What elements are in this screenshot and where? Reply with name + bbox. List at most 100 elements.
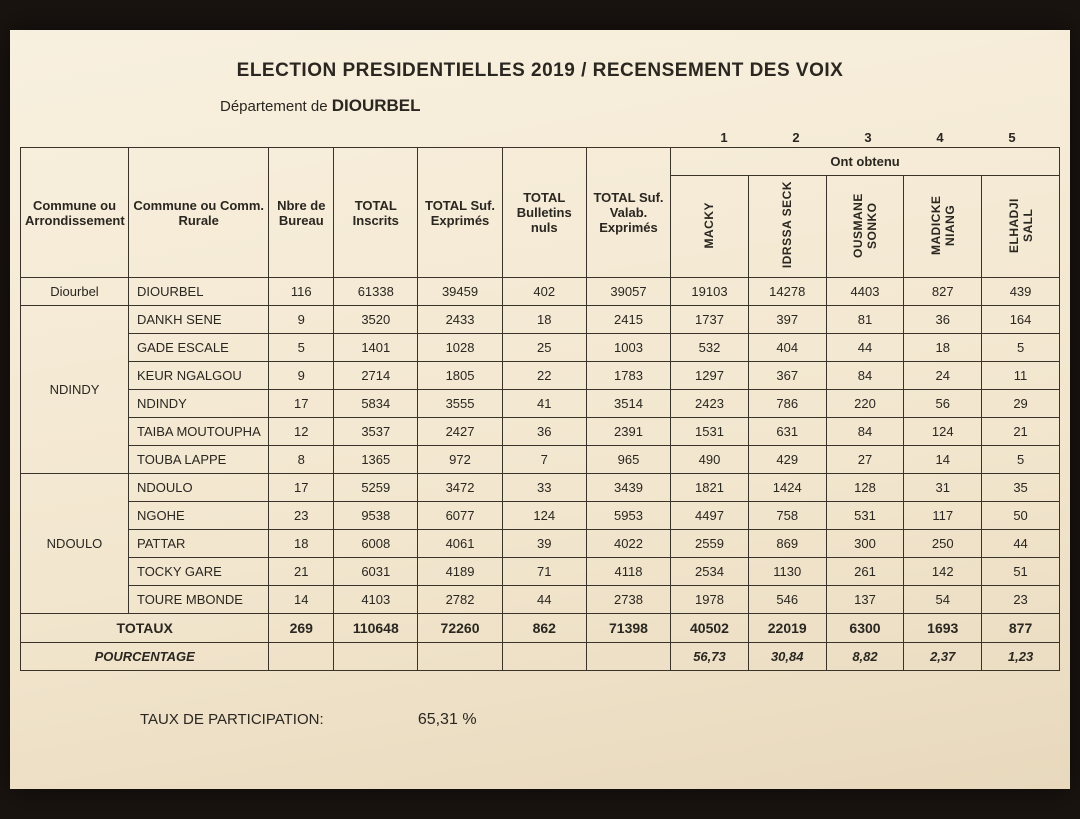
cell [502, 643, 586, 671]
cell: 2782 [418, 586, 502, 614]
table-row: TOURE MBONDE1441032782442738197854613754… [21, 586, 1060, 614]
cell: 128 [826, 474, 904, 502]
cell: 2559 [671, 530, 749, 558]
cell: 869 [748, 530, 826, 558]
cell: 5953 [586, 502, 670, 530]
candidate-numbers-row: 1 2 3 4 5 [20, 130, 1060, 145]
cell: 17 [269, 474, 334, 502]
table-row: NDINDYDANKH SENE935202433182415173739781… [21, 306, 1060, 334]
cell: 117 [904, 502, 982, 530]
cell: 1821 [671, 474, 749, 502]
cell: 490 [671, 446, 749, 474]
cell: 24 [904, 362, 982, 390]
cell: 31 [904, 474, 982, 502]
cell: 36 [904, 306, 982, 334]
candidate-number: 5 [976, 130, 1048, 145]
commune-cell: TAIBA MOUTOUPHA [128, 418, 268, 446]
candidate-name: ELHADJI SALL [1007, 181, 1035, 270]
arrondissement-cell: Diourbel [21, 278, 129, 306]
table-row: TOCKY GARE216031418971411825341130261142… [21, 558, 1060, 586]
table-row: NDINDY175834355541351424237862205629 [21, 390, 1060, 418]
candidate-name: OUSMANE SONKO [851, 181, 879, 270]
cell: 1401 [334, 334, 418, 362]
cell: 4497 [671, 502, 749, 530]
cell: 2391 [586, 418, 670, 446]
cell: 84 [826, 362, 904, 390]
cell: 14 [269, 586, 334, 614]
cell [586, 643, 670, 671]
cell: 2427 [418, 418, 502, 446]
cell: 36 [502, 418, 586, 446]
arrondissement-cell: NDINDY [21, 306, 129, 474]
cell: 8,82 [826, 643, 904, 671]
cell: 17 [269, 390, 334, 418]
col-candidate: IDRSSA SECK [748, 176, 826, 278]
cell: 2433 [418, 306, 502, 334]
cell: 269 [269, 614, 334, 643]
candidate-number: 1 [688, 130, 760, 145]
cell: 12 [269, 418, 334, 446]
cell [418, 643, 502, 671]
candidate-number: 4 [904, 130, 976, 145]
cell: 81 [826, 306, 904, 334]
cell: 33 [502, 474, 586, 502]
cell: 439 [982, 278, 1060, 306]
cell: 23 [269, 502, 334, 530]
commune-cell: NDOULO [128, 474, 268, 502]
cell: 631 [748, 418, 826, 446]
cell: 532 [671, 334, 749, 362]
cell: 5834 [334, 390, 418, 418]
cell: 1365 [334, 446, 418, 474]
cell: 35 [982, 474, 1060, 502]
commune-cell: NGOHE [128, 502, 268, 530]
cell: 1297 [671, 362, 749, 390]
cell: 18 [502, 306, 586, 334]
cell: 124 [502, 502, 586, 530]
cell: 51 [982, 558, 1060, 586]
cell: 827 [904, 278, 982, 306]
cell: 862 [502, 614, 586, 643]
cell: 124 [904, 418, 982, 446]
cell: 1,23 [982, 643, 1060, 671]
cell: 1693 [904, 614, 982, 643]
cell: 8 [269, 446, 334, 474]
cell: 4403 [826, 278, 904, 306]
cell: 220 [826, 390, 904, 418]
cell: 1783 [586, 362, 670, 390]
cell: 14 [904, 446, 982, 474]
cell: 4103 [334, 586, 418, 614]
cell: 250 [904, 530, 982, 558]
cell: 877 [982, 614, 1060, 643]
cell: 22 [502, 362, 586, 390]
cell: 6008 [334, 530, 418, 558]
table-row: KEUR NGALGOU9271418052217831297367842411 [21, 362, 1060, 390]
cell [334, 643, 418, 671]
cell: 1130 [748, 558, 826, 586]
cell: 972 [418, 446, 502, 474]
cell: 18 [904, 334, 982, 362]
cell: 7 [502, 446, 586, 474]
table-row: NGOHE23953860771245953449775853111750 [21, 502, 1060, 530]
col-candidate: OUSMANE SONKO [826, 176, 904, 278]
col-exprimes: TOTAL Suf. Exprimés [418, 148, 502, 278]
cell: 300 [826, 530, 904, 558]
cell: 9 [269, 306, 334, 334]
commune-cell: GADE ESCALE [128, 334, 268, 362]
col-valables: TOTAL Suf. Valab. Exprimés [586, 148, 670, 278]
commune-cell: TOURE MBONDE [128, 586, 268, 614]
cell: 22019 [748, 614, 826, 643]
cell: 3555 [418, 390, 502, 418]
cell: 23 [982, 586, 1060, 614]
cell: 2,37 [904, 643, 982, 671]
cell: 71398 [586, 614, 670, 643]
cell: 6300 [826, 614, 904, 643]
cell: 41 [502, 390, 586, 418]
cell [269, 643, 334, 671]
cell: 142 [904, 558, 982, 586]
col-nuls: TOTAL Bulletins nuls [502, 148, 586, 278]
cell: 531 [826, 502, 904, 530]
cell: 402 [502, 278, 586, 306]
cell: 546 [748, 586, 826, 614]
cell: 21 [269, 558, 334, 586]
cell: 29 [982, 390, 1060, 418]
